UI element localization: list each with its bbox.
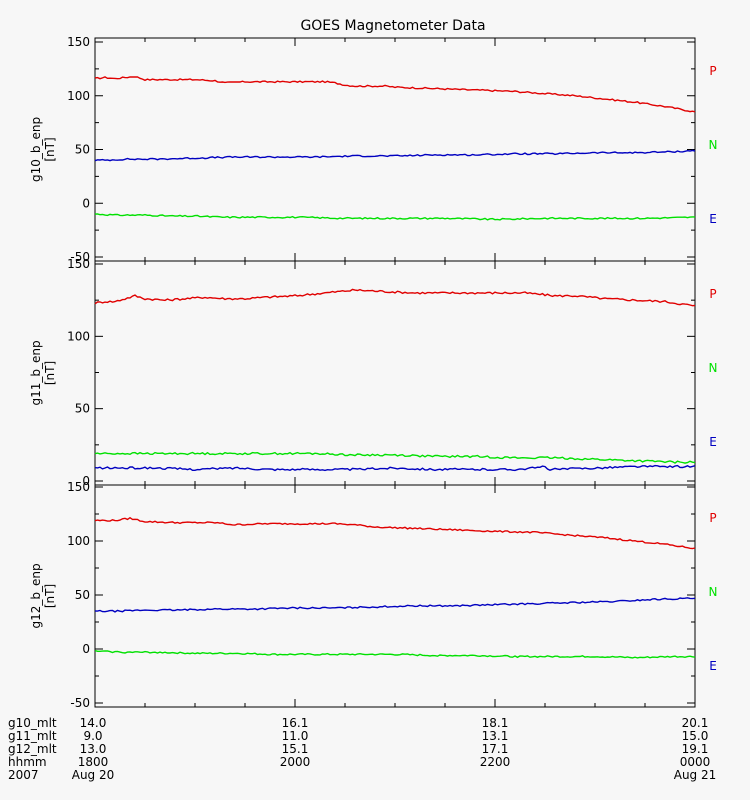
bottom-value: 0000 xyxy=(680,755,711,769)
y-tick-label: -50 xyxy=(70,250,90,264)
y-tick-label: 100 xyxy=(67,89,90,103)
legend-P: P xyxy=(709,64,716,78)
y-tick-label: 100 xyxy=(67,329,90,343)
legend-E: E xyxy=(709,212,717,226)
series-line-N xyxy=(94,149,696,162)
bottom-value: 19.1 xyxy=(682,742,709,756)
bottom-value: 20.1 xyxy=(682,716,709,730)
bottom-value: 15.0 xyxy=(682,729,709,743)
bottom-value: 2000 xyxy=(280,755,311,769)
y-tick-label: 0 xyxy=(82,196,90,210)
legend-P: P xyxy=(709,287,716,301)
panel-2: 0 50 100 150 g11_b_enp [nT] P N E xyxy=(29,257,717,488)
y-tick-label: 0 xyxy=(82,642,90,656)
panel-3: -50 0 50 100 150 g12_b_enp [nT] P N E xyxy=(29,480,717,710)
y-tick-label: 150 xyxy=(67,480,90,494)
bottom-value: 15.1 xyxy=(282,742,309,756)
y-axis-units: [nT] xyxy=(43,361,57,385)
bottom-value: 16.1 xyxy=(282,716,309,730)
y-axis-units: [nT] xyxy=(43,137,57,161)
bottom-value: 2200 xyxy=(480,755,511,769)
y-tick-label: -50 xyxy=(70,696,90,710)
series-line-P xyxy=(94,516,696,550)
bottom-row-label: 2007 xyxy=(8,768,39,782)
bottom-value: 14.0 xyxy=(80,716,107,730)
chart-title: GOES Magnetometer Data xyxy=(300,18,485,34)
y-tick-label: 50 xyxy=(75,588,90,602)
y-axis-units: [nT] xyxy=(43,584,57,608)
panel-1: -50 0 50 100 150 g10_b_enp [nT] P N E xyxy=(29,35,717,264)
bottom-row-label: g11_mlt xyxy=(8,729,57,743)
series-line-P xyxy=(94,288,696,307)
bottom-row-label: g10_mlt xyxy=(8,716,57,730)
bottom-value: 13.0 xyxy=(80,742,107,756)
bottom-value: 13.1 xyxy=(482,729,509,743)
bottom-value: 18.1 xyxy=(482,716,509,730)
legend-N: N xyxy=(709,361,718,375)
y-tick-label: 100 xyxy=(67,534,90,548)
bottom-value: 17.1 xyxy=(482,742,509,756)
legend-P: P xyxy=(709,511,716,525)
bottom-row-label: g12_mlt xyxy=(8,742,57,756)
legend-N: N xyxy=(709,585,718,599)
bottom-value: Aug 21 xyxy=(674,768,717,782)
bottom-value: 1800 xyxy=(78,755,109,769)
legend-N: N xyxy=(709,138,718,152)
series-line-N xyxy=(94,451,696,464)
series-line-N xyxy=(94,597,696,613)
legend-E: E xyxy=(709,659,717,673)
panel-frame xyxy=(94,484,696,708)
panel-frame xyxy=(94,37,696,262)
bottom-row-label: hhmm xyxy=(8,755,47,769)
y-axis-label: g11_b_enp xyxy=(29,340,43,405)
y-axis-label: g10_b_enp xyxy=(29,117,43,182)
bottom-value: 11.0 xyxy=(282,729,309,743)
panel-frame xyxy=(94,260,696,486)
series-line-E xyxy=(94,213,695,221)
bottom-value: 9.0 xyxy=(83,729,102,743)
series-line-E xyxy=(94,649,696,659)
series-line-E xyxy=(94,464,696,472)
y-tick-label: 0 xyxy=(82,474,90,488)
y-tick-label: 150 xyxy=(67,257,90,271)
bottom-value: Aug 20 xyxy=(72,768,115,782)
y-tick-label: 50 xyxy=(75,143,90,157)
y-tick-label: 150 xyxy=(67,35,90,49)
y-axis-label: g12_b_enp xyxy=(29,563,43,628)
y-tick-label: 50 xyxy=(75,402,90,416)
legend-E: E xyxy=(709,435,717,449)
series-line-P xyxy=(94,76,696,113)
